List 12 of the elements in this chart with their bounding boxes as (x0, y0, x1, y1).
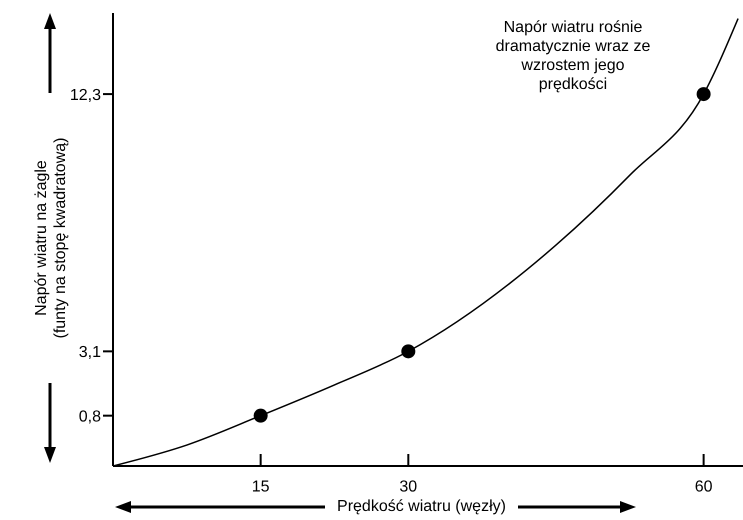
annotation: Napór wiatru rośnie dramatycznie wraz ze wzrostem jego prędkości (494, 18, 652, 94)
y-axis-title: Napór wiatru na żagle (funty na stopę kwadratową) (33, 138, 69, 338)
point (696, 87, 711, 102)
x-tick-label: 60 (694, 478, 713, 496)
x-axis-title: Prędkość wiatru (węzły) (337, 498, 506, 516)
y-tick-label: 3,1 (78, 344, 102, 362)
y-tick-label: 12,3 (70, 86, 102, 104)
x-tick-label: 30 (399, 478, 418, 496)
x-tick-label: 15 (252, 478, 270, 496)
point (401, 344, 416, 358)
y-tick-label: 0,8 (78, 408, 102, 426)
point (254, 408, 268, 423)
